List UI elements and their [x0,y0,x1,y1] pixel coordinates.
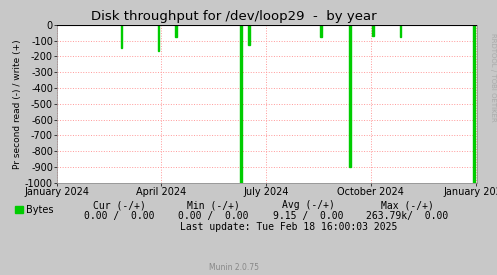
Text: 0.00 /  0.00: 0.00 / 0.00 [84,211,155,221]
Text: Last update: Tue Feb 18 16:00:03 2025: Last update: Tue Feb 18 16:00:03 2025 [179,222,397,232]
Bar [320,25,322,37]
Bar [473,25,475,183]
Text: Munin 2.0.75: Munin 2.0.75 [209,263,258,272]
Text: 0.00 /  0.00: 0.00 / 0.00 [178,211,249,221]
Text: Disk throughput for /dev/loop29  -  by year: Disk throughput for /dev/loop29 - by yea… [91,10,376,23]
Text: Avg (-/+): Avg (-/+) [282,200,334,210]
Bar [372,25,374,36]
Y-axis label: Pr second read (-) / write (+): Pr second read (-) / write (+) [13,39,22,169]
Bar [240,25,242,183]
Bar [121,25,122,48]
Text: RRDTOOL / TOBI OETIKER: RRDTOOL / TOBI OETIKER [490,33,496,121]
Bar [248,25,249,45]
Text: Cur (-/+): Cur (-/+) [93,200,146,210]
Legend: Bytes: Bytes [15,205,54,215]
Text: Min (-/+): Min (-/+) [187,200,240,210]
Bar [158,25,160,51]
Text: 9.15 /  0.00: 9.15 / 0.00 [273,211,343,221]
Bar [175,25,176,37]
Bar [400,25,401,37]
Bar [349,25,351,167]
Text: 263.79k/  0.00: 263.79k/ 0.00 [366,211,449,221]
Text: Max (-/+): Max (-/+) [381,200,434,210]
